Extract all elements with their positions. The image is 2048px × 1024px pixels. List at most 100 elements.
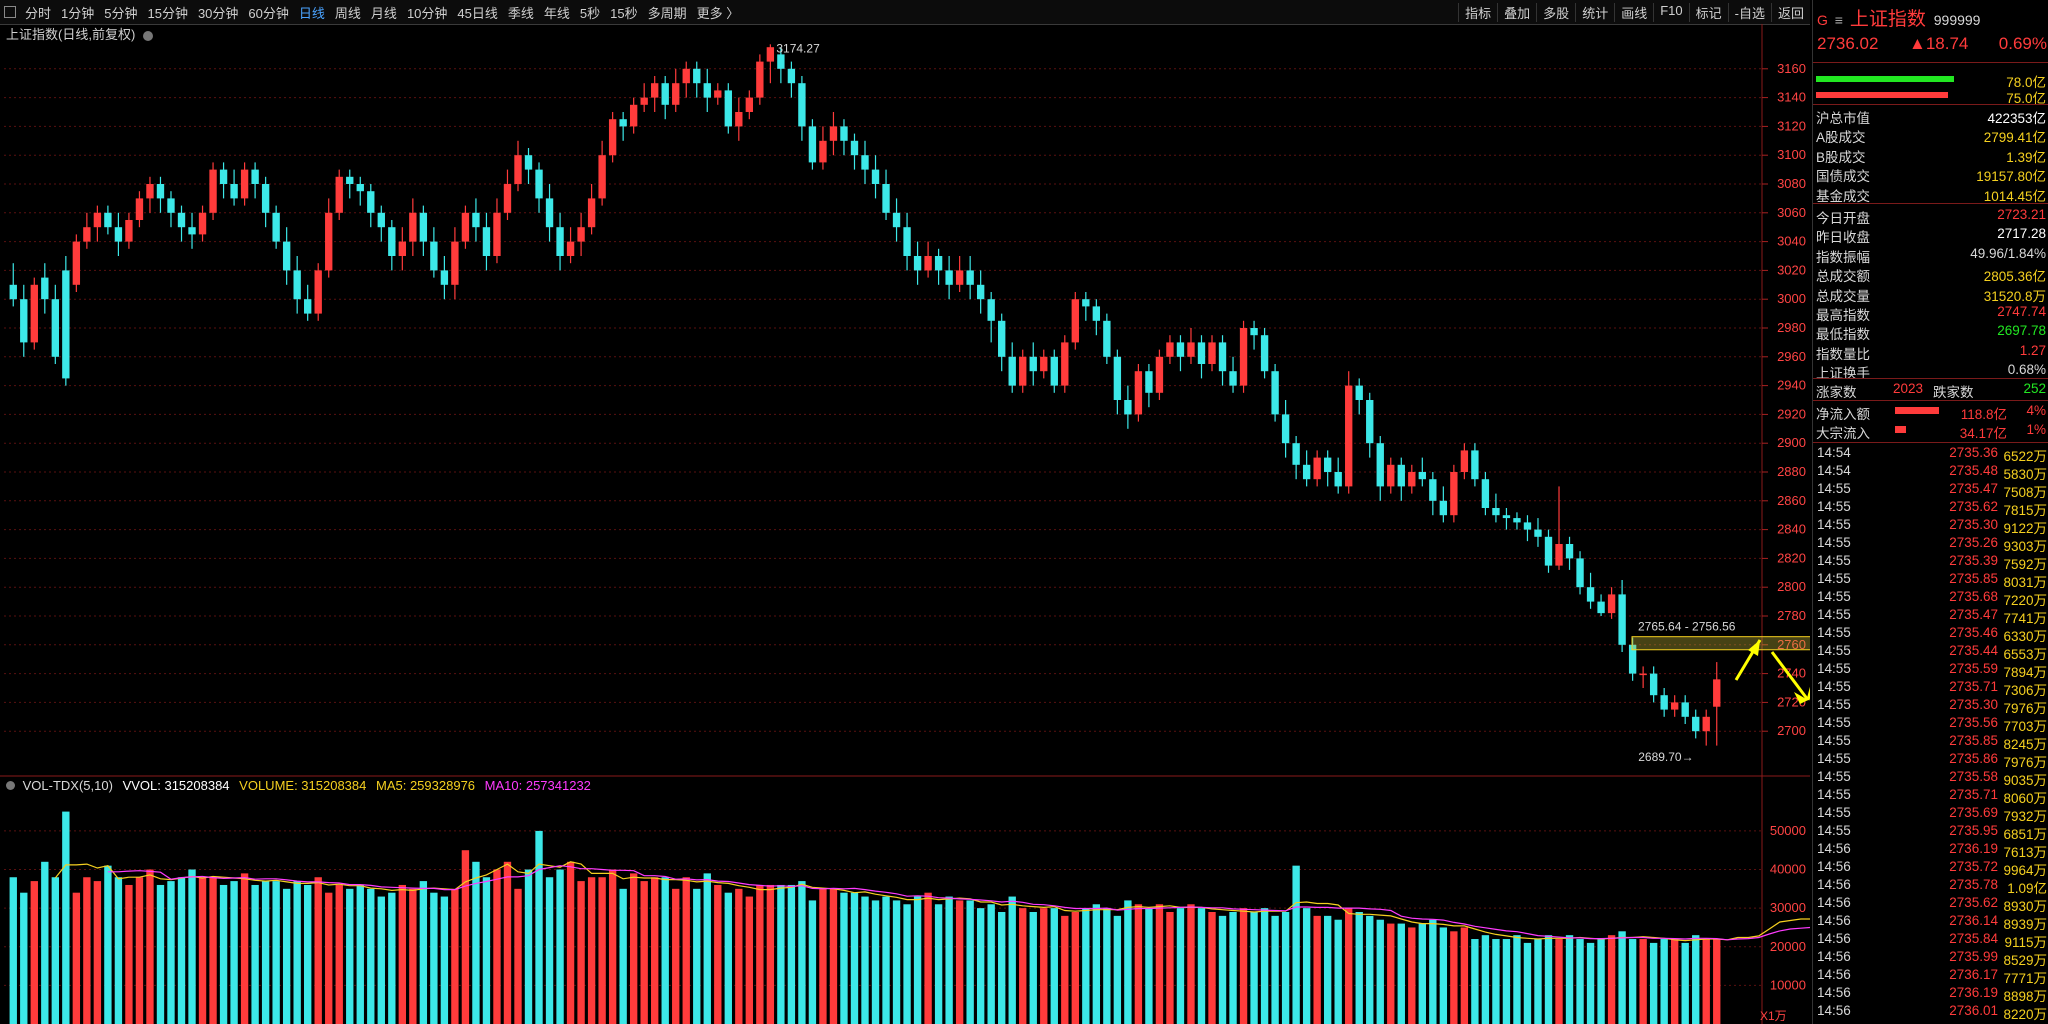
- tick-time: 14:55: [1817, 805, 1851, 820]
- tick-volume: 8031万: [2003, 575, 2047, 590]
- candle-body: [1071, 299, 1079, 343]
- volume-bar: [346, 888, 354, 1024]
- period-tab[interactable]: 1分钟: [61, 5, 95, 21]
- candle-body: [1565, 544, 1574, 559]
- volume-bar: [293, 881, 301, 1024]
- tick-time: 14:55: [1817, 643, 1851, 658]
- period-tab[interactable]: 45日线: [457, 5, 498, 21]
- tick-volume: 7508万: [2003, 485, 2047, 500]
- candle-body: [882, 184, 890, 213]
- period-tab[interactable]: 月线: [370, 5, 397, 21]
- candle-body: [1628, 644, 1637, 674]
- period-tab[interactable]: 15分钟: [147, 5, 188, 21]
- volume-bar: [1418, 923, 1426, 1024]
- turnover-bar-row: 75.0亿: [1813, 86, 2048, 106]
- menu-icon[interactable]: ≡: [1834, 12, 1843, 28]
- candle-body: [93, 212, 102, 228]
- stats-value: 2805.36亿: [1983, 269, 2046, 285]
- tick-row: 14:55 2735.95 6851万: [1813, 823, 2048, 842]
- volume-bar: [1481, 935, 1490, 1024]
- volume-bar: [1450, 931, 1458, 1024]
- volume-bar: [1471, 939, 1479, 1024]
- breadth-row: 涨家数 2023 跌家数 252: [1813, 380, 2048, 400]
- period-tab[interactable]: 15秒: [610, 5, 638, 21]
- period-tab[interactable]: 10分钟: [406, 5, 448, 21]
- candle-body: [1040, 356, 1048, 372]
- tick-price: 2735.46: [1949, 625, 1998, 640]
- tick-row: 14:55 2735.85 8245万: [1813, 733, 2048, 752]
- volume-bar: [703, 873, 711, 1024]
- candle-body: [167, 198, 175, 213]
- tool-button[interactable]: 标记: [1688, 2, 1728, 22]
- candle-body: [1260, 335, 1269, 372]
- volume-bar: [335, 884, 343, 1024]
- candle-body: [1050, 356, 1058, 386]
- period-tab[interactable]: 60分钟: [248, 5, 289, 21]
- tool-button[interactable]: 多股: [1536, 2, 1575, 22]
- tool-button[interactable]: -自选: [1727, 2, 1771, 22]
- candle-body: [1345, 385, 1353, 487]
- stats-value: 2723.21: [1997, 207, 2046, 222]
- chart-title-text: 上证指数(日线,前复权): [6, 27, 136, 42]
- volume-bar: [998, 912, 1006, 1024]
- candle-body: [1660, 695, 1668, 710]
- candle-body: [945, 270, 953, 285]
- tool-button[interactable]: 画线: [1614, 2, 1653, 22]
- kline-chart[interactable]: 3160 3140 3120 3100 3080 3060 3040 3020 3000 2980…: [0, 0, 1810, 1024]
- period-tab[interactable]: 分时: [25, 5, 52, 21]
- candle-body: [934, 256, 943, 271]
- tick-price: 2736.19: [1949, 841, 1998, 856]
- tool-button[interactable]: 统计: [1575, 2, 1614, 22]
- period-tab[interactable]: 5秒: [579, 5, 601, 21]
- period-tab[interactable]: 周线: [334, 5, 361, 21]
- tick-volume: 6522万: [2003, 449, 2047, 464]
- volume-bar: [1260, 908, 1269, 1024]
- candle-body: [219, 169, 228, 184]
- candle-body: [1355, 385, 1363, 400]
- tick-price: 2735.48: [1949, 463, 1998, 478]
- period-tab[interactable]: 年线: [543, 5, 570, 21]
- period-tab[interactable]: 5分钟: [104, 5, 138, 21]
- tool-button[interactable]: 叠加: [1497, 2, 1536, 22]
- volume-bar: [93, 881, 102, 1024]
- volume-bar: [1607, 935, 1616, 1024]
- candle-body: [430, 241, 438, 271]
- candle-body: [850, 140, 859, 156]
- tick-price: 2735.36: [1949, 445, 1998, 460]
- price-tick-label: 3080: [1777, 176, 1806, 191]
- volume-bar: [1292, 865, 1300, 1024]
- period-tab[interactable]: 日线: [298, 5, 325, 21]
- period-tab[interactable]: 更多 〉: [696, 5, 740, 21]
- period-tab[interactable]: 多周期: [647, 5, 687, 21]
- tick-price: 2735.68: [1949, 589, 1998, 604]
- tool-button[interactable]: F10: [1653, 2, 1688, 22]
- tick-volume: 7306万: [2003, 683, 2047, 698]
- candle-body: [1555, 544, 1563, 566]
- candle-body: [1019, 356, 1027, 386]
- chart-grid: [0, 24, 1810, 1024]
- period-tab[interactable]: 季线: [507, 5, 534, 21]
- candle-body: [1702, 716, 1710, 732]
- tick-volume: 9303万: [2003, 539, 2047, 554]
- stats-label: 最高指数: [1816, 308, 1870, 323]
- candle-body: [356, 184, 364, 192]
- settings-icon[interactable]: [142, 30, 153, 41]
- period-tab[interactable]: 30分钟: [197, 5, 239, 21]
- candle-body: [1092, 306, 1101, 321]
- tool-button[interactable]: 指标: [1458, 2, 1497, 22]
- tick-row: 14:55 2735.47 7741万: [1813, 607, 2048, 626]
- tick-volume: 8245万: [2003, 737, 2047, 752]
- window-icon[interactable]: [4, 6, 16, 18]
- volume-bar: [72, 892, 81, 1024]
- volume-bar: [461, 850, 470, 1024]
- candle-body: [156, 184, 165, 199]
- candle-body: [913, 256, 922, 271]
- tool-button[interactable]: 返回: [1770, 2, 1810, 22]
- volume-bar: [104, 865, 112, 1024]
- price-tick-label: 3120: [1777, 118, 1806, 133]
- candle-body: [1450, 472, 1458, 516]
- volume-bar: [651, 877, 659, 1024]
- volume-collapse-icon[interactable]: [6, 781, 15, 790]
- price-change: ▲18.74: [1909, 34, 1969, 53]
- candle-body: [325, 212, 333, 271]
